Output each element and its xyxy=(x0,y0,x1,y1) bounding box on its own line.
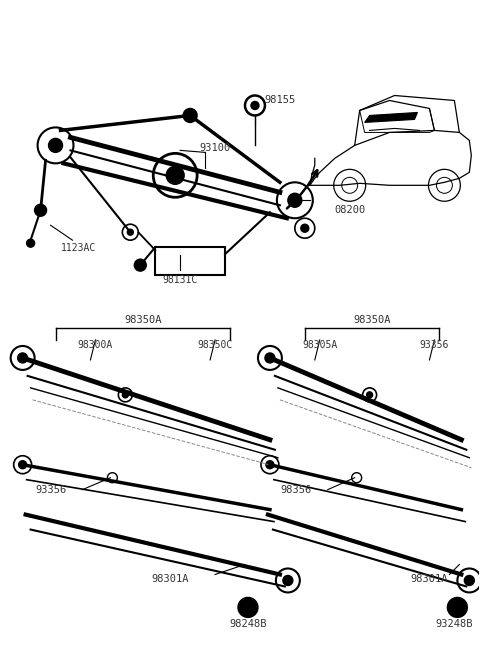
Circle shape xyxy=(301,224,309,232)
Text: 98131C: 98131C xyxy=(163,275,198,285)
Text: 98301A: 98301A xyxy=(152,574,189,585)
Circle shape xyxy=(122,392,128,398)
Text: 98350C: 98350C xyxy=(197,340,233,350)
Text: 98305A: 98305A xyxy=(302,340,337,350)
Text: 1123AC: 1123AC xyxy=(60,243,96,253)
Circle shape xyxy=(18,353,28,363)
Circle shape xyxy=(19,461,26,468)
Text: 93356: 93356 xyxy=(420,340,449,350)
Circle shape xyxy=(283,576,293,585)
Circle shape xyxy=(166,166,184,185)
Circle shape xyxy=(447,597,468,618)
Text: 98300A: 98300A xyxy=(78,340,113,350)
Circle shape xyxy=(127,229,133,235)
Circle shape xyxy=(367,392,372,398)
Circle shape xyxy=(134,259,146,271)
Text: 93356: 93356 xyxy=(36,485,67,495)
Circle shape xyxy=(265,353,275,363)
Text: 08200: 08200 xyxy=(334,205,365,215)
Text: 93100: 93100 xyxy=(200,143,231,153)
Polygon shape xyxy=(365,112,418,122)
Text: 98155: 98155 xyxy=(264,95,296,106)
Circle shape xyxy=(26,239,35,247)
Text: 98350A: 98350A xyxy=(354,315,391,325)
Text: 98350A: 98350A xyxy=(124,315,162,325)
Text: 98356: 98356 xyxy=(280,485,311,495)
Circle shape xyxy=(48,139,62,152)
Circle shape xyxy=(183,108,197,122)
Circle shape xyxy=(288,193,302,207)
Circle shape xyxy=(238,597,258,618)
Circle shape xyxy=(266,461,274,468)
Text: 98301A: 98301A xyxy=(411,574,448,585)
Circle shape xyxy=(464,576,474,585)
Text: 93248B: 93248B xyxy=(436,620,473,629)
Circle shape xyxy=(251,101,259,110)
Text: 98248B: 98248B xyxy=(229,620,267,629)
Bar xyxy=(155,247,225,275)
Circle shape xyxy=(35,204,47,216)
